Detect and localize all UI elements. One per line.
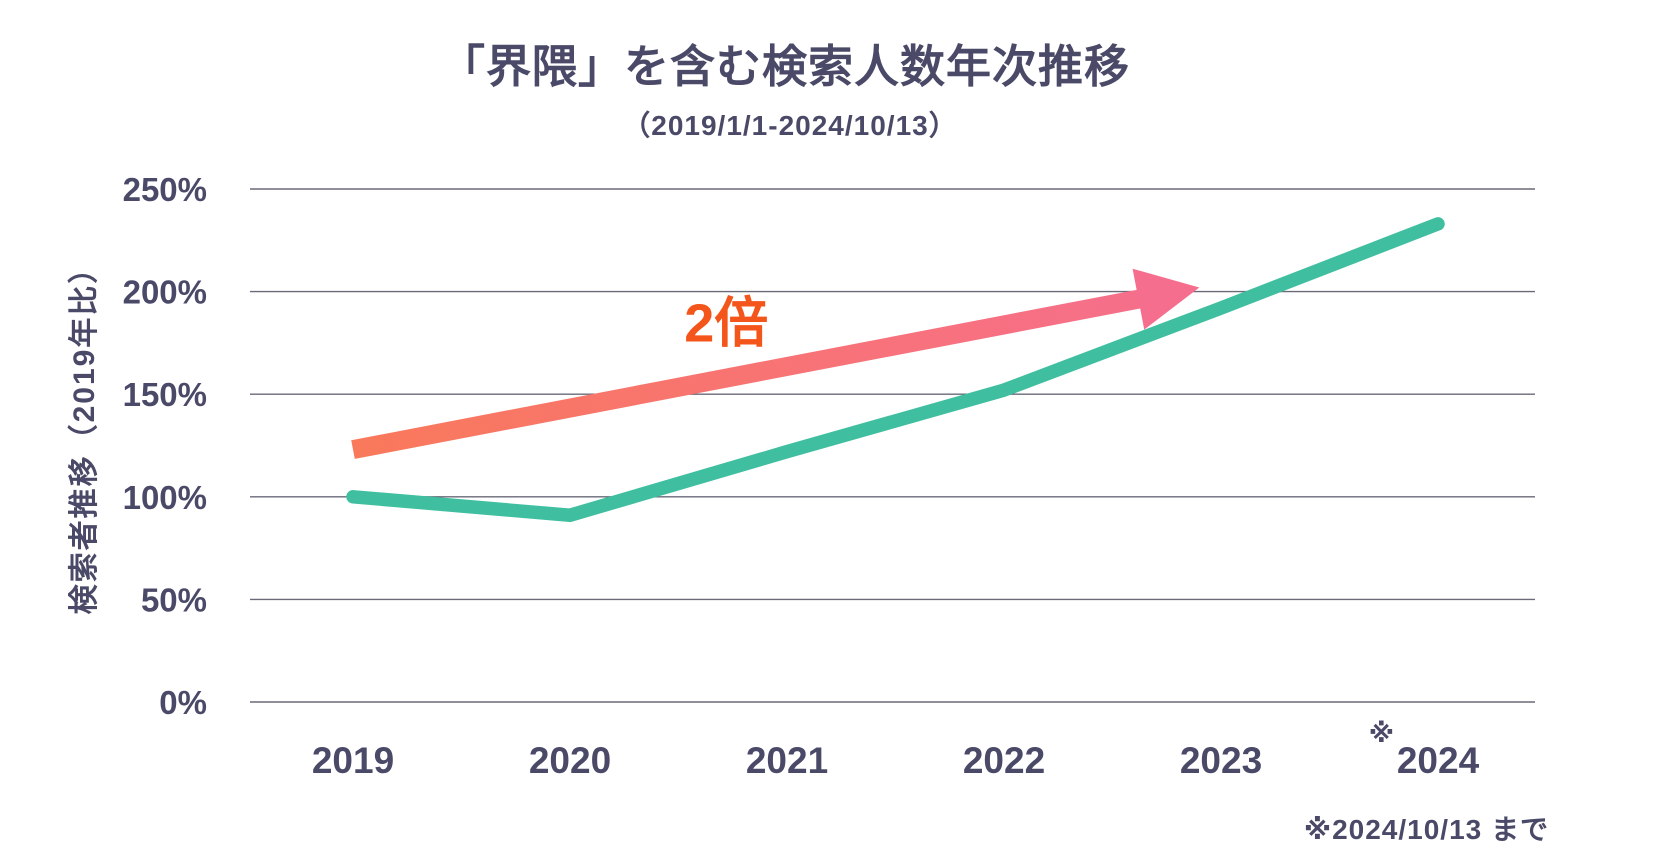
x-note-marker-icon: ※ [1369,718,1394,748]
trend-line [346,217,1445,523]
y-tick-label: 250% [123,171,207,208]
x-tick-label: 2023 [1180,740,1262,781]
x-tick-label: 2019 [312,740,394,781]
y-tick-label: 150% [123,376,207,413]
y-tick-label: 200% [123,274,207,311]
growth-arrow [351,268,1200,459]
x-tick-label: 2021 [746,740,828,781]
y-tick-label: 0% [159,684,207,721]
growth-annotation: 2倍 [684,293,768,353]
y-tick-label: 100% [123,479,207,516]
chart-subtitle: （2019/1/1-2024/10/13） [622,110,958,141]
x-tick-label: 2024 [1397,740,1480,781]
x-tick-label: 2020 [529,740,611,781]
x-tick-label: 2022 [963,740,1045,781]
page-title: 「界隈」を含む検索人数年次推移 [439,41,1130,92]
y-tick-label: 50% [141,581,207,618]
footnote: ※2024/10/13 まで [1303,814,1549,845]
